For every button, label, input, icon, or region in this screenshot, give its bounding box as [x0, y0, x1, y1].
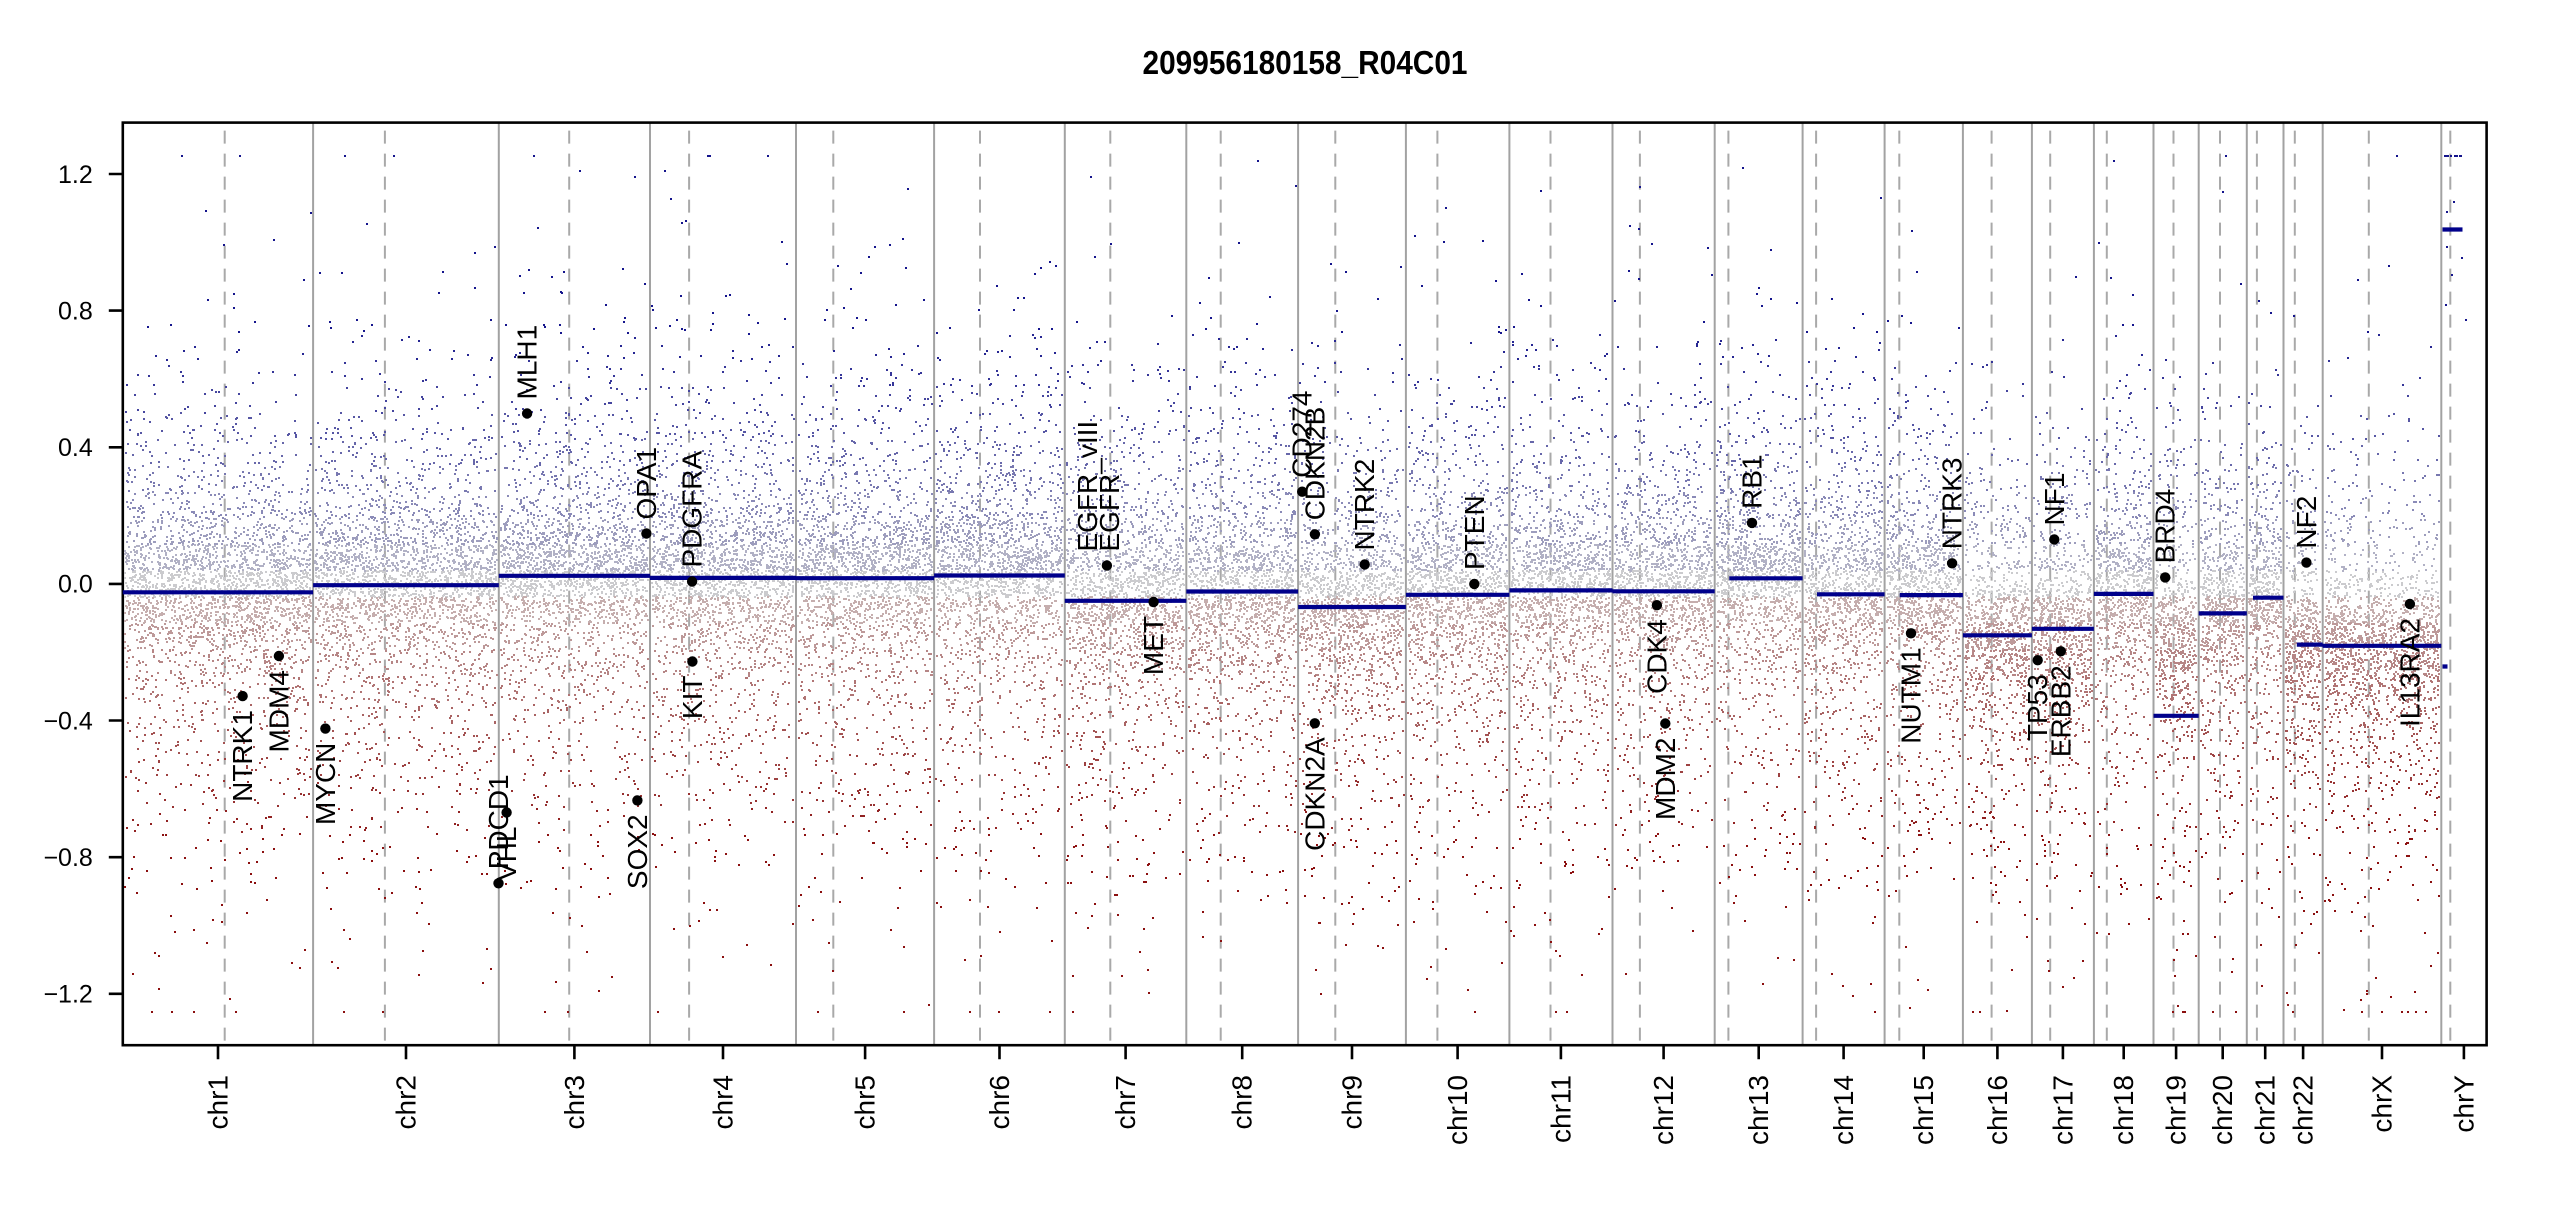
svg-text:TP53: TP53: [2022, 674, 2053, 741]
svg-text:209956180158_R04C01: 209956180158_R04C01: [1143, 44, 1468, 81]
svg-text:NTRK2: NTRK2: [1349, 459, 1380, 551]
svg-text:chr5: chr5: [850, 1075, 881, 1129]
svg-text:chr13: chr13: [1743, 1075, 1774, 1145]
svg-text:KIT: KIT: [677, 676, 708, 720]
svg-text:chr8: chr8: [1227, 1075, 1258, 1129]
svg-text:BRD4: BRD4: [2150, 489, 2181, 564]
svg-text:chr6: chr6: [984, 1075, 1015, 1129]
svg-text:chr22: chr22: [2288, 1075, 2319, 1145]
svg-text:chr15: chr15: [1908, 1075, 1939, 1145]
svg-text:0.4: 0.4: [58, 434, 93, 462]
svg-text:RB1: RB1: [1737, 454, 1768, 508]
svg-text:MDM2: MDM2: [1650, 738, 1681, 820]
svg-text:chr3: chr3: [559, 1075, 590, 1129]
svg-text:MET: MET: [1138, 616, 1169, 675]
svg-text:chr14: chr14: [1828, 1075, 1859, 1145]
svg-text:chr18: chr18: [2108, 1075, 2139, 1145]
svg-text:PDCD1: PDCD1: [483, 774, 514, 869]
svg-text:chr19: chr19: [2161, 1075, 2192, 1145]
svg-text:MLH1: MLH1: [512, 325, 543, 400]
svg-text:chrX: chrX: [2367, 1075, 2398, 1133]
svg-text:−1.2: −1.2: [43, 981, 92, 1009]
svg-text:chr20: chr20: [2207, 1075, 2238, 1145]
svg-text:CDKN2B: CDKN2B: [1299, 407, 1330, 521]
svg-text:chr1: chr1: [203, 1075, 234, 1129]
svg-text:NTRK1: NTRK1: [227, 710, 258, 802]
svg-text:NF1: NF1: [2039, 473, 2070, 526]
svg-text:CDKN2A: CDKN2A: [1299, 737, 1330, 851]
svg-text:chr17: chr17: [2047, 1075, 2078, 1145]
svg-text:MYCN: MYCN: [310, 743, 341, 825]
svg-text:CDK4: CDK4: [1641, 619, 1672, 694]
svg-text:0.8: 0.8: [58, 297, 93, 325]
svg-text:chr7: chr7: [1110, 1075, 1141, 1129]
svg-text:chr16: chr16: [1982, 1075, 2013, 1145]
svg-text:EGFR: EGFR: [1094, 474, 1125, 552]
svg-text:0.0: 0.0: [58, 571, 93, 599]
svg-text:chrY: chrY: [2448, 1075, 2479, 1133]
svg-text:ERBB2: ERBB2: [2045, 665, 2076, 757]
svg-text:chr12: chr12: [1648, 1075, 1679, 1145]
svg-text:PTEN: PTEN: [1459, 495, 1490, 570]
svg-text:−0.8: −0.8: [43, 844, 92, 872]
svg-text:NF2: NF2: [2291, 496, 2322, 549]
svg-text:MDM4: MDM4: [263, 670, 294, 752]
svg-text:chr9: chr9: [1337, 1075, 1368, 1129]
svg-text:chr21: chr21: [2250, 1075, 2281, 1145]
svg-text:OPA1: OPA1: [631, 447, 662, 520]
svg-text:chr11: chr11: [1545, 1075, 1576, 1143]
svg-text:IL13RA2: IL13RA2: [2394, 618, 2425, 727]
svg-text:NTRK3: NTRK3: [1937, 458, 1968, 550]
svg-text:chr10: chr10: [1442, 1075, 1473, 1145]
svg-text:NUTM1: NUTM1: [1896, 647, 1927, 743]
svg-text:SOX2: SOX2: [622, 814, 653, 889]
svg-text:VHL: VHL: [491, 827, 522, 881]
svg-text:chr2: chr2: [391, 1075, 422, 1129]
svg-text:1.2: 1.2: [58, 161, 93, 189]
svg-text:chr4: chr4: [708, 1075, 739, 1129]
svg-text:EGFR_vIII: EGFR_vIII: [1072, 421, 1103, 552]
svg-text:PDGFRA: PDGFRA: [677, 451, 708, 568]
svg-text:CD274: CD274: [1287, 391, 1318, 478]
svg-text:−0.4: −0.4: [43, 707, 92, 735]
